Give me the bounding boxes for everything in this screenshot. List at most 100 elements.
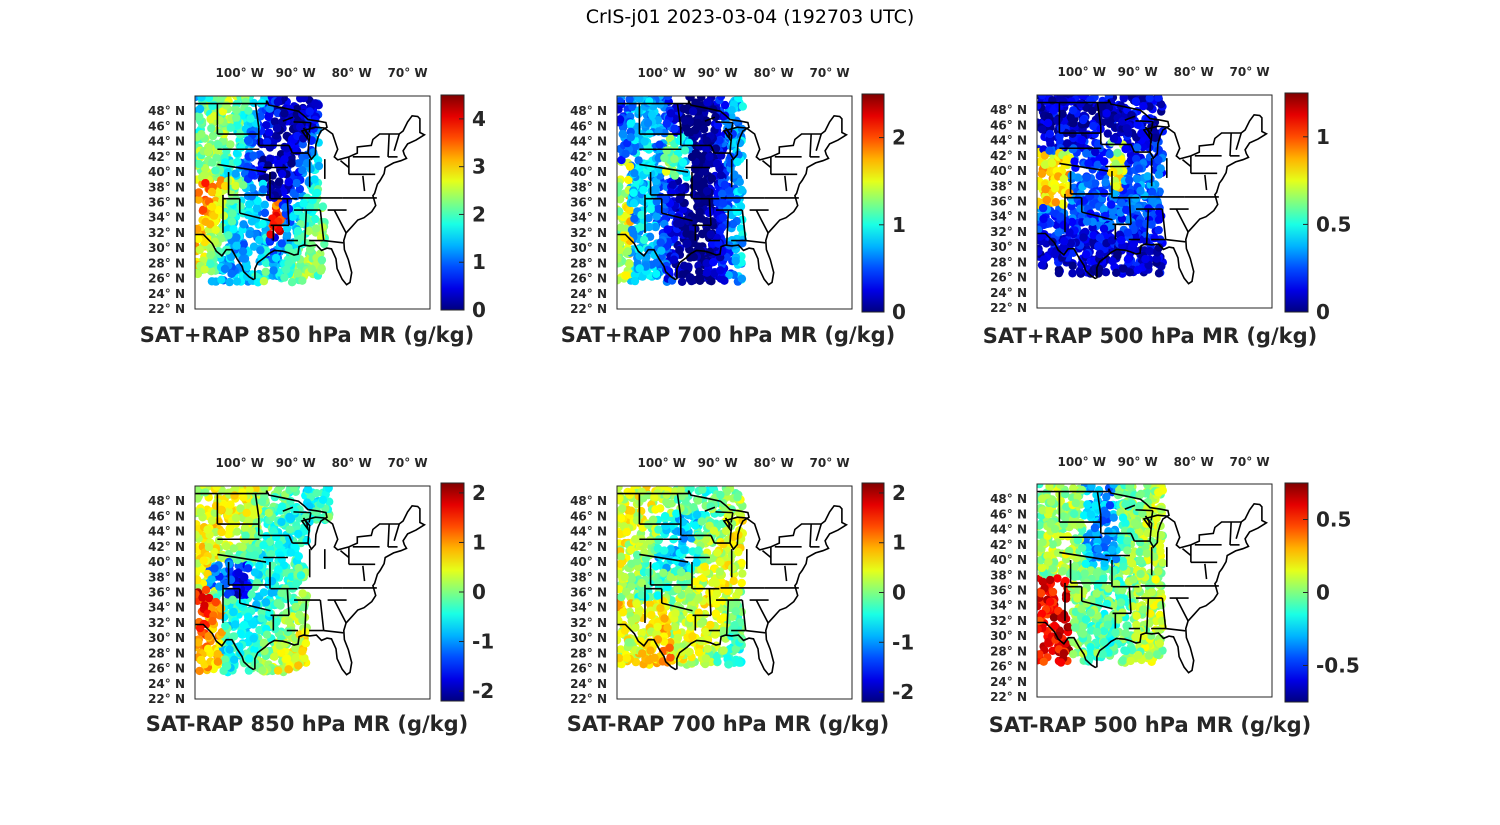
swath-point — [265, 110, 274, 120]
colorbar-tick-label: 2 — [472, 202, 486, 226]
state-border — [303, 600, 308, 636]
swath-point — [1045, 146, 1054, 155]
swath-point — [283, 224, 292, 233]
swath-point — [1075, 266, 1085, 275]
state-border — [362, 565, 366, 582]
swath-point — [262, 630, 272, 639]
lat-tick-label: 24° N — [570, 287, 607, 301]
state-border — [288, 145, 294, 154]
swath-point — [242, 262, 252, 272]
swath-point — [1109, 134, 1119, 143]
swath-point — [280, 109, 289, 118]
swath-point — [225, 277, 234, 287]
lon-tick-label: 100° W — [638, 66, 686, 80]
swath-point — [227, 217, 237, 226]
swath-point — [215, 582, 224, 591]
swath-point — [277, 502, 287, 511]
swath-point — [655, 140, 664, 149]
state-border — [809, 133, 812, 157]
swath-point — [244, 654, 254, 663]
lat-tick-label: 46° N — [990, 118, 1027, 132]
swath-point — [1112, 268, 1121, 277]
swath-point — [269, 266, 278, 275]
swath-point — [199, 556, 208, 565]
coastline — [1037, 99, 1269, 285]
lon-tick-label: 70° W — [388, 456, 428, 470]
swath-point — [204, 593, 214, 603]
swath-point — [675, 245, 684, 255]
swath-point — [247, 192, 256, 201]
swath-point — [195, 104, 205, 114]
swath-point — [1151, 133, 1160, 142]
swath-point — [252, 518, 262, 527]
swath-point — [240, 523, 250, 533]
lat-tick-label: 22° N — [570, 302, 607, 316]
swath-point — [1063, 139, 1072, 148]
swath-point — [195, 486, 202, 495]
map-panel-4: 100° W 90° W 80° W 70° W48° N46° N44° N42° … — [146, 456, 494, 736]
swath-point — [278, 117, 287, 127]
swath-point — [1082, 217, 1092, 226]
swath-point — [225, 645, 234, 654]
state-border — [286, 588, 290, 616]
state-border — [661, 212, 693, 222]
lat-tick-label: 26° N — [148, 272, 185, 286]
swath-point — [295, 610, 304, 619]
swath-point — [1041, 185, 1050, 194]
swath-point — [250, 568, 260, 577]
swath-point — [267, 588, 276, 597]
swath-point — [245, 200, 254, 209]
state-border — [1161, 209, 1167, 240]
map-frame — [194, 95, 431, 310]
swath-point — [277, 239, 286, 248]
swath-point — [738, 569, 747, 578]
swath-point — [270, 117, 280, 126]
state-border — [745, 239, 766, 244]
swath-point — [630, 142, 640, 151]
swath-point — [1136, 186, 1145, 195]
swath-point — [737, 274, 747, 283]
swath-point — [1154, 269, 1164, 278]
swath-point — [702, 186, 712, 196]
swath-point — [706, 230, 715, 239]
swath-point — [1107, 236, 1117, 245]
swath-point — [692, 173, 702, 182]
swath-point — [617, 276, 622, 285]
lon-tick-label: 90° W — [698, 66, 738, 80]
swath-point — [1084, 159, 1093, 168]
swath-point — [617, 182, 624, 191]
swath-point — [1141, 254, 1150, 264]
swath-point — [646, 204, 655, 214]
swath-point — [255, 235, 264, 245]
swath-point — [259, 277, 269, 286]
lon-tick-label: 80° W — [1174, 65, 1214, 79]
swath-point — [244, 612, 253, 621]
swath-point — [651, 184, 660, 194]
swath-point — [652, 269, 661, 279]
swath-point — [1038, 203, 1048, 213]
swath-point — [298, 589, 307, 598]
colorbar-tick-label: -1 — [472, 630, 494, 654]
swath-point — [201, 488, 210, 497]
state-border — [293, 121, 311, 124]
swath-point — [690, 125, 700, 135]
swath-point — [270, 652, 279, 661]
swath-point — [254, 531, 263, 540]
swath-point — [1133, 265, 1143, 274]
swath-point — [1081, 250, 1091, 259]
swath-point — [1097, 102, 1107, 111]
swath-point — [284, 665, 293, 674]
swath-point — [1125, 268, 1135, 277]
swath-point — [1131, 194, 1141, 203]
swath-point — [242, 272, 252, 281]
swath-point — [1070, 157, 1079, 166]
lon-tick-label: 70° W — [810, 66, 850, 80]
swath-point — [738, 102, 747, 111]
swath-point — [266, 550, 276, 559]
swath-point — [1038, 125, 1047, 134]
lat-tick-label: 34° N — [570, 211, 607, 225]
swath-point — [714, 239, 723, 248]
state-border — [323, 239, 344, 244]
map-panel-1: 100° W 90° W 80° W 70° W48° N46° N44° N42° … — [140, 66, 486, 347]
swath-point — [1059, 221, 1068, 230]
